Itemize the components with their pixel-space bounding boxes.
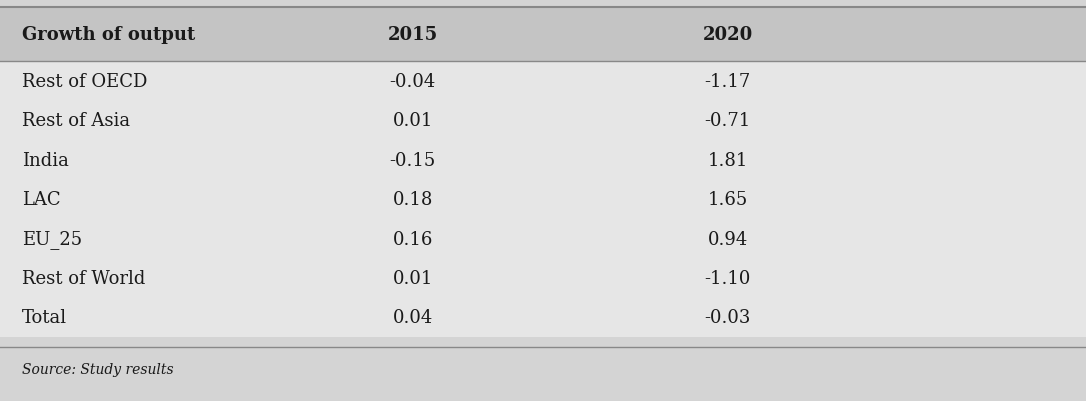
Text: -0.15: -0.15 [390, 152, 435, 169]
Text: India: India [22, 152, 68, 169]
Text: 0.16: 0.16 [392, 230, 433, 248]
Text: -0.71: -0.71 [705, 112, 750, 130]
Text: -1.10: -1.10 [705, 269, 750, 287]
Text: Total: Total [22, 309, 67, 326]
Text: -0.03: -0.03 [705, 309, 750, 326]
Text: 0.01: 0.01 [392, 112, 433, 130]
Text: 0.18: 0.18 [392, 191, 433, 209]
Text: Growth of output: Growth of output [22, 26, 195, 44]
Text: 1.81: 1.81 [707, 152, 748, 169]
Text: 0.01: 0.01 [392, 269, 433, 287]
Bar [0, 8, 1086, 62]
Text: EU_25: EU_25 [22, 229, 81, 249]
Text: 0.94: 0.94 [707, 230, 748, 248]
Text: 0.04: 0.04 [392, 309, 433, 326]
Text: LAC: LAC [22, 191, 61, 209]
Text: -1.17: -1.17 [705, 73, 750, 91]
Text: Rest of OECD: Rest of OECD [22, 73, 147, 91]
Text: 2020: 2020 [703, 26, 753, 44]
Text: -0.04: -0.04 [390, 73, 435, 91]
Text: 2015: 2015 [388, 26, 438, 44]
Text: Rest of World: Rest of World [22, 269, 146, 287]
Text: Source: Study results: Source: Study results [22, 363, 174, 376]
Text: Rest of Asia: Rest of Asia [22, 112, 130, 130]
Bar [0, 62, 1086, 337]
Text: 1.65: 1.65 [707, 191, 748, 209]
